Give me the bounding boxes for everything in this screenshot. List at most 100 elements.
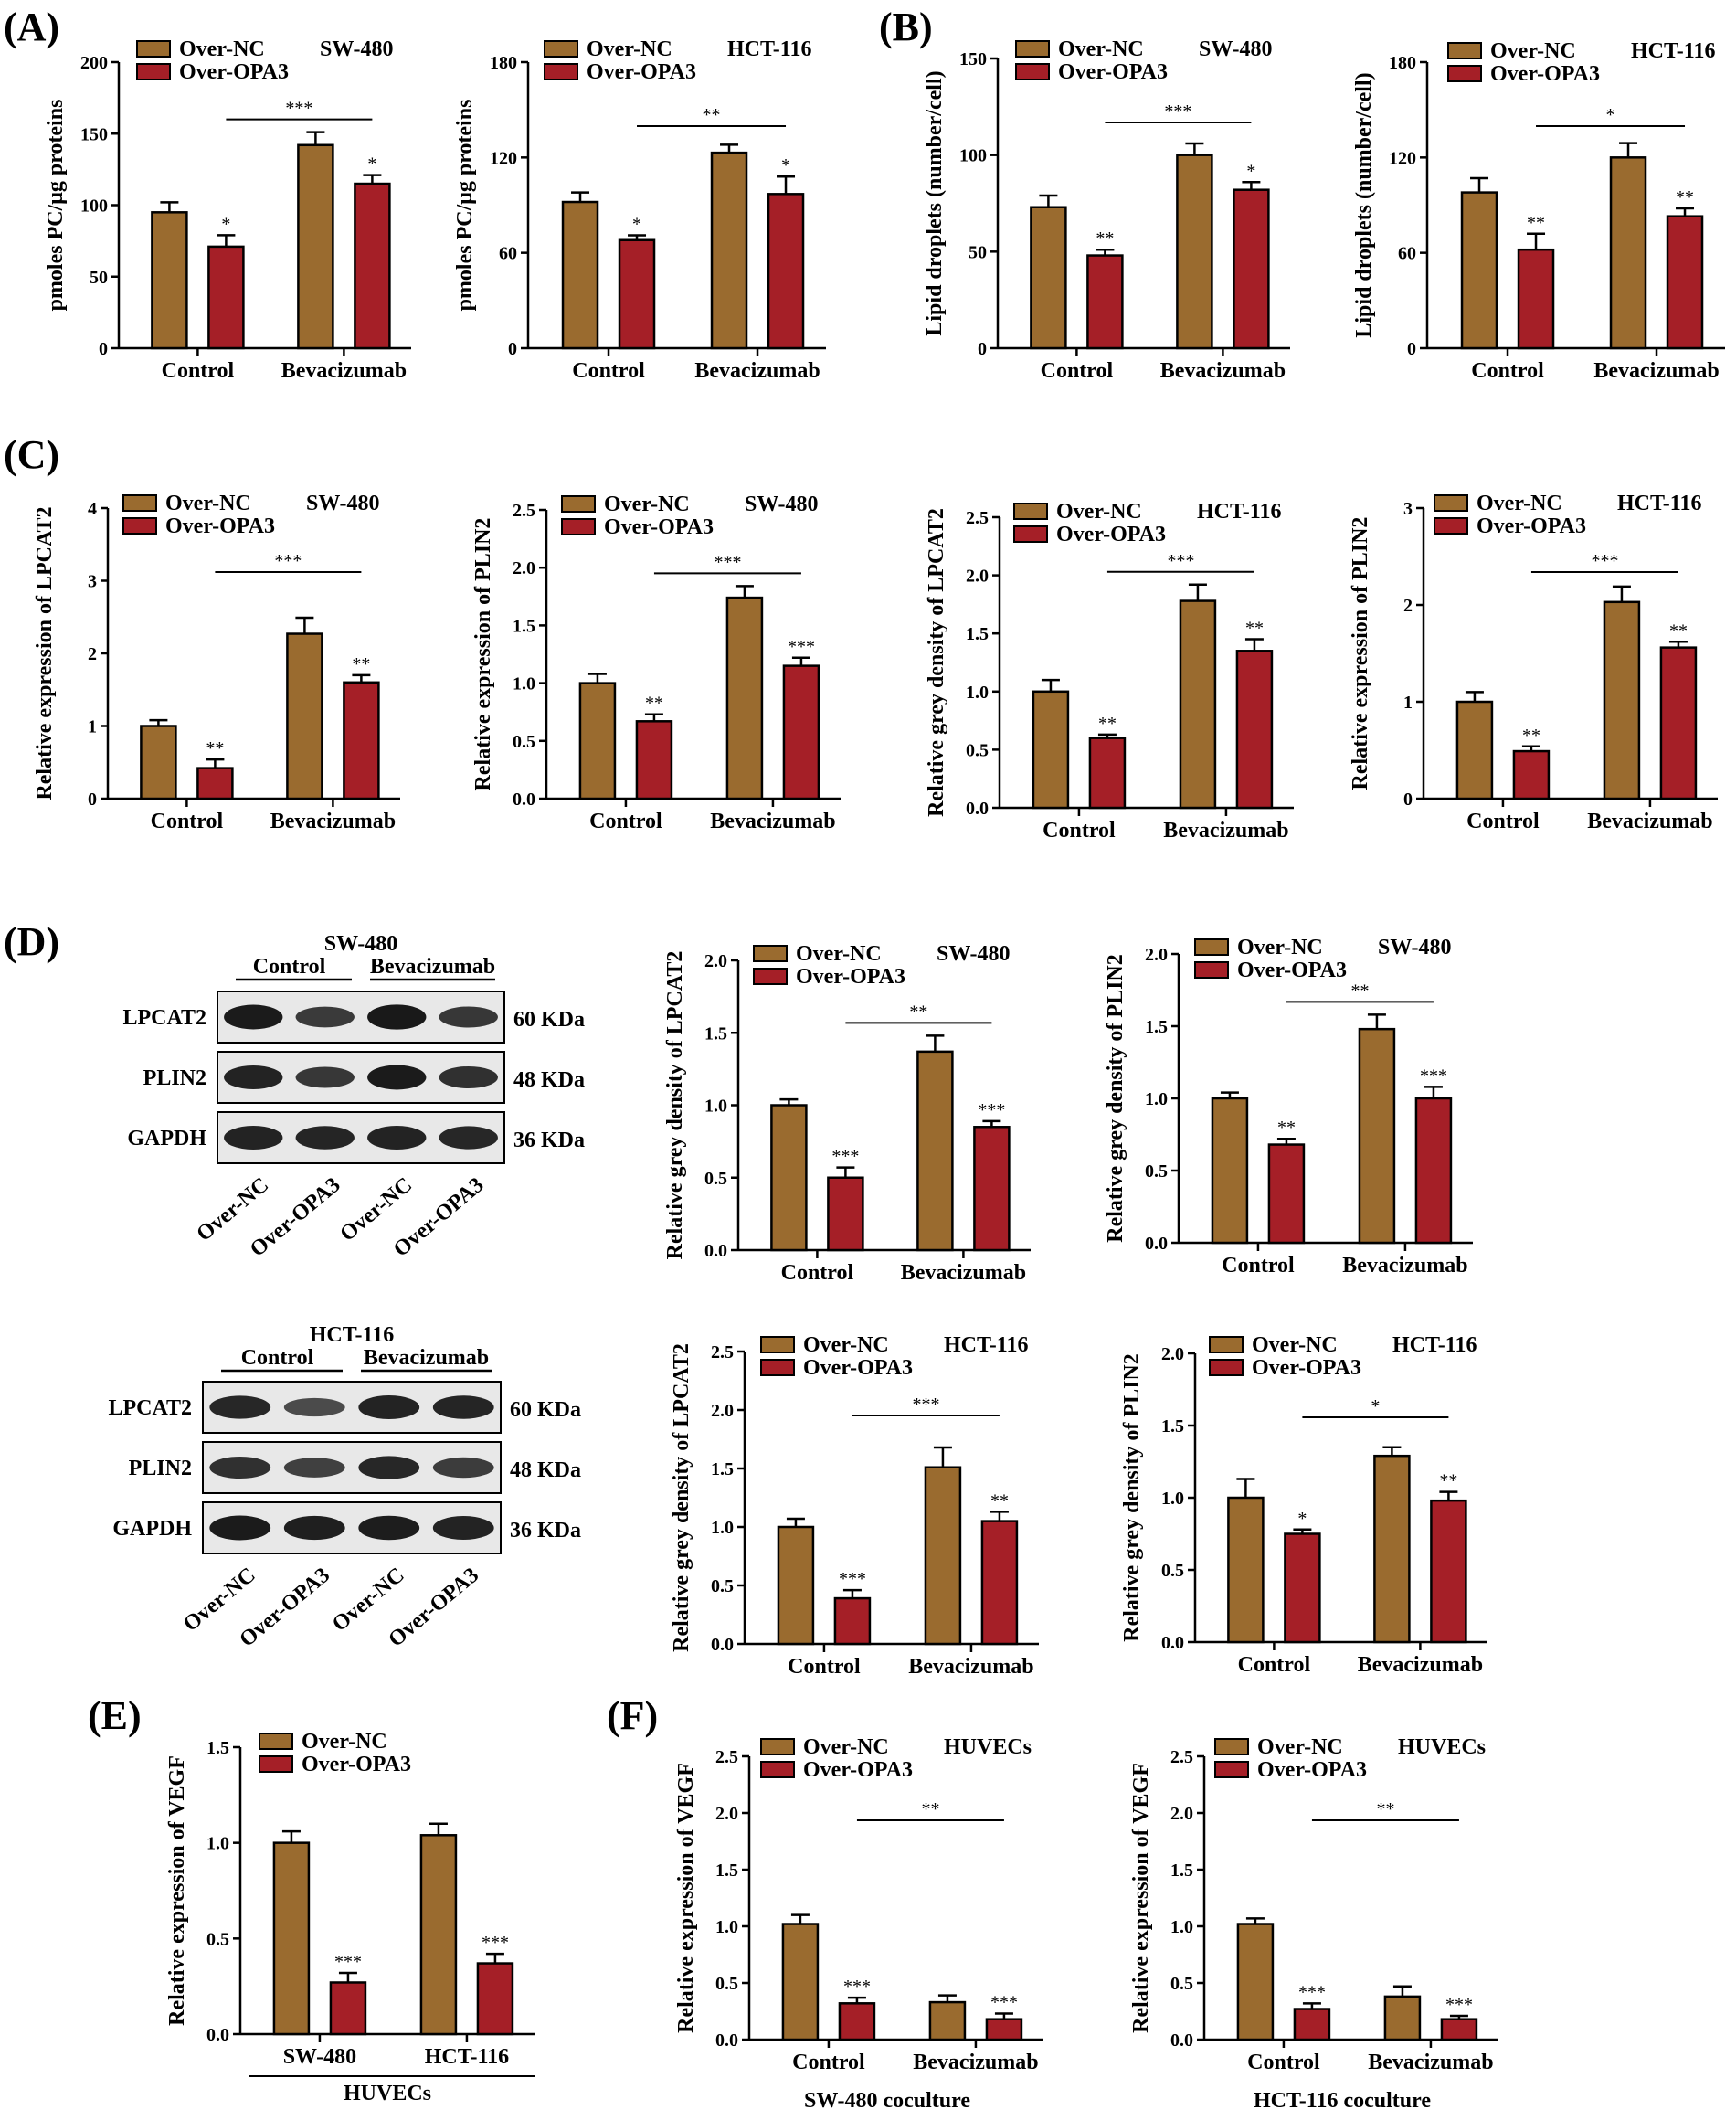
y-tick-label: 2 xyxy=(88,644,97,664)
blot-band xyxy=(432,1457,494,1479)
blot-group-label: Bevacizumab xyxy=(364,1346,489,1370)
y-tick-label: 1.5 xyxy=(513,616,535,636)
bar-over-opa3-control xyxy=(1284,1532,1321,1644)
bar-over-nc-control xyxy=(151,211,188,350)
cell-line-label: SW-480 xyxy=(320,37,393,61)
bracket-significance: *** xyxy=(285,99,312,119)
bar-over-opa3-bevacizumab xyxy=(1659,646,1698,800)
legend-label: Over-OPA3 xyxy=(803,1356,913,1380)
x-category-label: Bevacizumab xyxy=(1368,2051,1493,2074)
bar-over-opa3-bevacizumab xyxy=(343,681,380,800)
y-tick-label: 0.5 xyxy=(704,1169,727,1189)
y-tick-label: 1 xyxy=(88,717,97,737)
bar-over-nc-control xyxy=(777,1525,815,1646)
bracket-significance: ** xyxy=(703,105,721,125)
y-tick-label: 1 xyxy=(1403,693,1413,713)
y-tick-label: 120 xyxy=(1389,148,1416,168)
y-tick-label: 0.5 xyxy=(711,1576,734,1596)
bracket-significance: ** xyxy=(921,1799,939,1819)
y-tick-label: 1.0 xyxy=(966,683,989,703)
legend-swatch-over-nc xyxy=(259,1733,293,1750)
bar-over-nc-hct-116 xyxy=(419,1834,458,2036)
cell-line-label: SW-480 xyxy=(937,942,1010,966)
y-tick-label: 60 xyxy=(499,244,517,264)
x-category-label: Bevacizumab xyxy=(913,2051,1038,2074)
significance-stars: ** xyxy=(1439,1471,1457,1491)
legend-label: Over-OPA3 xyxy=(1257,1758,1367,1782)
blot-band xyxy=(432,1395,494,1419)
legend-label: Over-OPA3 xyxy=(587,60,696,84)
chart-d3: 0.0 0.5 1.0 1.5 2.0 2.5 Relative grey density … xyxy=(670,1333,1039,1679)
y-axis-title: Relative expression of LPCAT2 xyxy=(33,506,57,800)
x-category-label: Control xyxy=(781,1261,854,1285)
legend-label: Over-OPA3 xyxy=(302,1753,411,1776)
bar-over-nc-bevacizumab xyxy=(1179,599,1217,810)
panel-label-d: (D) xyxy=(4,919,59,964)
y-tick-label: 2.0 xyxy=(966,567,989,587)
y-tick-label: 0.5 xyxy=(1145,1161,1168,1182)
legend-label: Over-NC xyxy=(1257,1735,1343,1759)
bar-over-opa3-bevacizumab xyxy=(985,2018,1023,2041)
bar-over-opa3-bevacizumab xyxy=(980,1520,1019,1646)
blot-band xyxy=(209,1515,271,1541)
cell-line-label: SW-480 xyxy=(1199,37,1272,61)
bracket-significance: *** xyxy=(1167,551,1194,571)
significance-stars: ** xyxy=(990,1490,1009,1510)
blot-protein-label: PLIN2 xyxy=(143,1066,206,1090)
x-category-label: Control xyxy=(788,1655,861,1679)
y-tick-label: 0.0 xyxy=(1161,1633,1184,1653)
bar-over-nc-bevacizumab xyxy=(928,2000,967,2041)
legend-label: Over-OPA3 xyxy=(796,965,905,989)
blot-band xyxy=(295,1066,355,1088)
y-tick-label: 1.0 xyxy=(513,674,535,694)
x-category-label: Control xyxy=(1041,359,1114,383)
blot-band xyxy=(283,1458,345,1478)
blot-size-label: 48 KDa xyxy=(510,1458,581,1482)
significance-stars: ** xyxy=(1522,726,1540,746)
legend-swatch-over-nc xyxy=(1214,1738,1249,1755)
x-category-label: Control xyxy=(572,359,645,383)
x-category-label: Control xyxy=(792,2051,865,2074)
chart-f2: 0.0 0.5 1.0 1.5 2.0 2.5 Relative expression of… xyxy=(1129,1735,1498,2113)
legend-swatch-over-opa3 xyxy=(1013,525,1048,543)
cell-line-label: HCT-116 xyxy=(1631,39,1715,63)
blot-protein-label: GAPDH xyxy=(112,1517,192,1541)
bracket-significance: *** xyxy=(714,552,741,572)
bar-over-nc-bevacizumab xyxy=(924,1466,962,1646)
significance-stars: ** xyxy=(352,654,370,674)
y-tick-label: 0 xyxy=(88,790,97,810)
bar-over-nc-control xyxy=(781,1923,820,2041)
y-tick-label: 1.5 xyxy=(1170,1860,1193,1881)
y-tick-label: 0.5 xyxy=(715,1974,738,1994)
legend-swatch-over-nc xyxy=(1447,42,1482,59)
bracket-significance: * xyxy=(1371,1396,1380,1416)
bar-over-opa3-control xyxy=(833,1596,872,1646)
y-tick-label: 1.5 xyxy=(1145,1017,1168,1037)
blot-size-label: 36 KDa xyxy=(510,1519,581,1542)
significance-stars: *** xyxy=(831,1147,859,1167)
legend-swatch-over-nc xyxy=(1194,938,1229,956)
chart-c3: 0.0 0.5 1.0 1.5 2.0 2.5 Relative grey density … xyxy=(925,500,1294,843)
legend-swatch-over-opa3 xyxy=(1434,517,1468,535)
bar-over-opa3-control xyxy=(1512,749,1551,800)
x-category-label: Bevacizumab xyxy=(694,359,820,383)
y-axis-title: Relative grey density of LPCAT2 xyxy=(670,1343,693,1652)
y-axis-title: Lipid droplets (number/cell) xyxy=(923,70,947,335)
blot-band xyxy=(283,1397,345,1417)
bracket-significance: ** xyxy=(909,1002,927,1022)
legend-label: Over-NC xyxy=(803,1333,889,1357)
x-category-label: Bevacizumab xyxy=(281,359,407,383)
blot-strip-lpcat2 xyxy=(202,1381,502,1434)
blot-protein-label: GAPDH xyxy=(127,1127,206,1150)
x-category-label: Bevacizumab xyxy=(1160,359,1286,383)
y-tick-label: 2.0 xyxy=(1145,945,1168,965)
y-tick-label: 0.5 xyxy=(206,1929,229,1949)
legend-label: Over-OPA3 xyxy=(165,514,275,538)
bar-over-nc-bevacizumab xyxy=(1176,154,1213,350)
y-tick-label: 1.0 xyxy=(1170,1917,1193,1937)
blot-band xyxy=(224,1004,283,1030)
blot-group-label: Control xyxy=(253,955,326,979)
cell-line-label: SW-480 xyxy=(1378,936,1451,959)
y-tick-label: 0.0 xyxy=(966,799,989,819)
